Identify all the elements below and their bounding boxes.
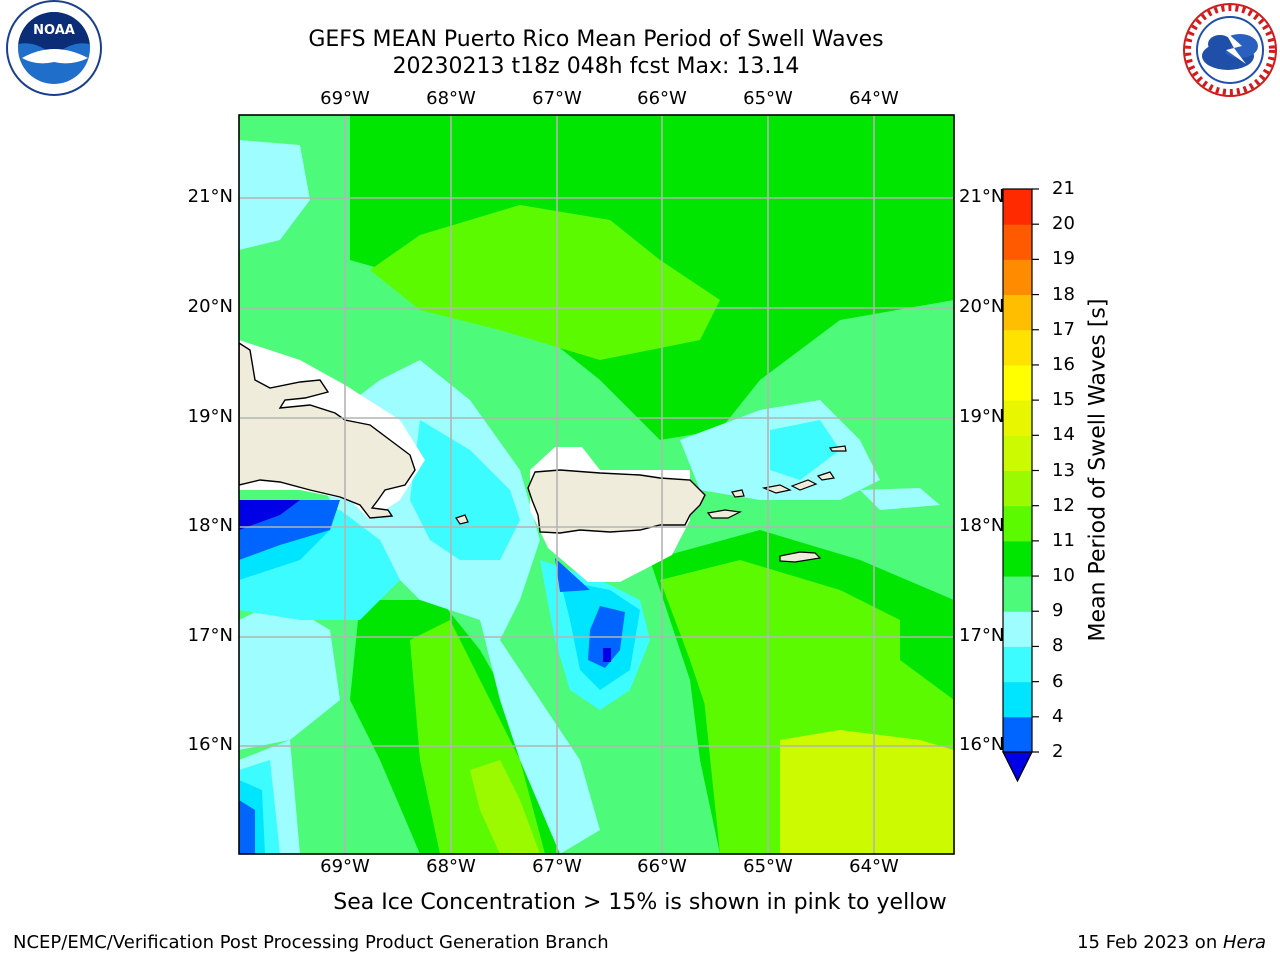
field-below-2-pr (603, 648, 611, 662)
island-vieques (706, 509, 743, 519)
footer-branch: NCEP/EMC/Verification Post Processing Pr… (13, 932, 609, 953)
colorbar-tick-label: 17 (1052, 318, 1075, 340)
lon-label-bottom: 67°W (532, 856, 582, 877)
island-mona (455, 514, 469, 525)
nws-logo (1183, 3, 1277, 97)
island-st-thomas (761, 484, 792, 494)
colorbar-tick-label: 4 (1052, 705, 1064, 727)
chart-title: GEFS MEAN Puerto Rico Mean Period of Swe… (308, 27, 884, 52)
field-12-13-se (780, 730, 954, 854)
graticule (239, 115, 954, 854)
footer-date-text: 15 Feb 2023 on (1077, 932, 1223, 953)
field-11-12-north (370, 205, 720, 360)
colorbar-tick-label: 13 (1052, 459, 1075, 481)
colorbar-segment (1003, 400, 1032, 436)
noaa-logo: NOAA (6, 0, 102, 96)
lon-label-top: 66°W (637, 88, 687, 109)
colorbar-segment (1003, 540, 1032, 577)
colorbar-tick-label: 8 (1052, 635, 1064, 657)
lon-label-bottom: 66°W (637, 856, 687, 877)
island-st-croix (779, 551, 822, 563)
colorbar-tick-label: 20 (1052, 213, 1075, 235)
lat-label-right: 18°N (959, 515, 1005, 536)
lon-label-bottom: 69°W (320, 856, 370, 877)
island-anegada (828, 445, 847, 452)
field-8-9-east2 (860, 488, 940, 510)
lon-label-top: 64°W (849, 88, 899, 109)
island-culebra (731, 489, 745, 498)
colorbar-segment (1003, 470, 1032, 507)
colorbar-segment (1003, 681, 1032, 718)
colorbar-segment (1003, 716, 1032, 753)
colorbar-segment (1003, 189, 1032, 225)
island-tortola (790, 479, 818, 491)
colorbar-tick-label: 19 (1052, 248, 1075, 270)
lon-label-bottom: 65°W (743, 856, 793, 877)
map-frame (238, 114, 955, 855)
colorbar-tick-label: 21 (1052, 178, 1075, 199)
field-below-2-west (239, 500, 300, 530)
sea-ice-note: Sea Ice Concentration > 15% is shown in … (333, 890, 947, 915)
colorbar-tick-label: 11 (1052, 529, 1075, 551)
colorbar-segment (1003, 505, 1032, 542)
colorbar-tick-label: 12 (1052, 494, 1075, 516)
colorbar-tick-label: 9 (1052, 600, 1064, 622)
land-hispaniola (239, 342, 416, 519)
colorbar-extend-triangle (1002, 751, 1033, 783)
land-puerto-rico (527, 469, 706, 534)
field-2-4-sw (239, 800, 255, 854)
lat-label-left: 20°N (187, 296, 233, 317)
lat-label-right: 19°N (959, 406, 1005, 427)
lon-label-bottom: 64°W (849, 856, 899, 877)
colorbar-title: Mean Period of Swell Waves [s] (1085, 298, 1111, 642)
lat-label-right: 16°N (959, 734, 1005, 755)
lat-label-left: 17°N (187, 625, 233, 646)
lon-label-bottom: 68°W (426, 856, 476, 877)
lat-label-left: 19°N (187, 406, 233, 427)
colorbar-tick-label: 14 (1052, 424, 1075, 446)
colorbar-tick-label: 18 (1052, 283, 1075, 305)
lon-label-top: 65°W (743, 88, 793, 109)
lat-label-left: 18°N (187, 515, 233, 536)
field-6-8-central (410, 420, 520, 560)
lon-label-top: 68°W (426, 88, 476, 109)
colorbar-tick-label: 10 (1052, 565, 1075, 587)
colorbar-segment (1003, 576, 1032, 612)
colorbar-segment (1003, 646, 1032, 683)
colorbar-tick-label: 16 (1052, 353, 1075, 375)
field-6-8-east (770, 420, 840, 480)
footer-machine: Hera (1222, 932, 1266, 953)
svg-text:NOAA: NOAA (33, 23, 75, 38)
colorbar-segment (1003, 294, 1032, 331)
colorbar-tick-label: 15 (1052, 389, 1075, 411)
colorbar-segment (1003, 329, 1032, 366)
lat-label-left: 21°N (187, 186, 233, 207)
lat-label-right: 21°N (959, 186, 1005, 207)
lon-label-top: 69°W (320, 88, 370, 109)
lat-label-right: 20°N (959, 296, 1005, 317)
island-virgin-gorda (816, 471, 836, 481)
field-8-9-west (239, 140, 310, 250)
field-4-6-west (239, 530, 330, 580)
lat-label-right: 17°N (959, 625, 1005, 646)
colorbar-segment (1003, 435, 1032, 471)
field-2-4-pr-a (555, 558, 590, 592)
field-12-13-s (470, 760, 540, 854)
lon-label-top: 67°W (532, 88, 582, 109)
colorbar-segment (1003, 224, 1032, 260)
colorbar-segment (1003, 259, 1032, 296)
lat-label-left: 16°N (187, 734, 233, 755)
colorbar-tick-label: 6 (1052, 670, 1064, 692)
chart-subtitle: 20230213 t18z 048h fcst Max: 13.14 (392, 54, 800, 79)
colorbar-segment (1003, 364, 1032, 401)
footer-date: 15 Feb 2023 on Hera (1077, 932, 1266, 953)
colorbar-tick-label: 2 (1052, 741, 1064, 762)
colorbar-segment (1003, 611, 1032, 647)
